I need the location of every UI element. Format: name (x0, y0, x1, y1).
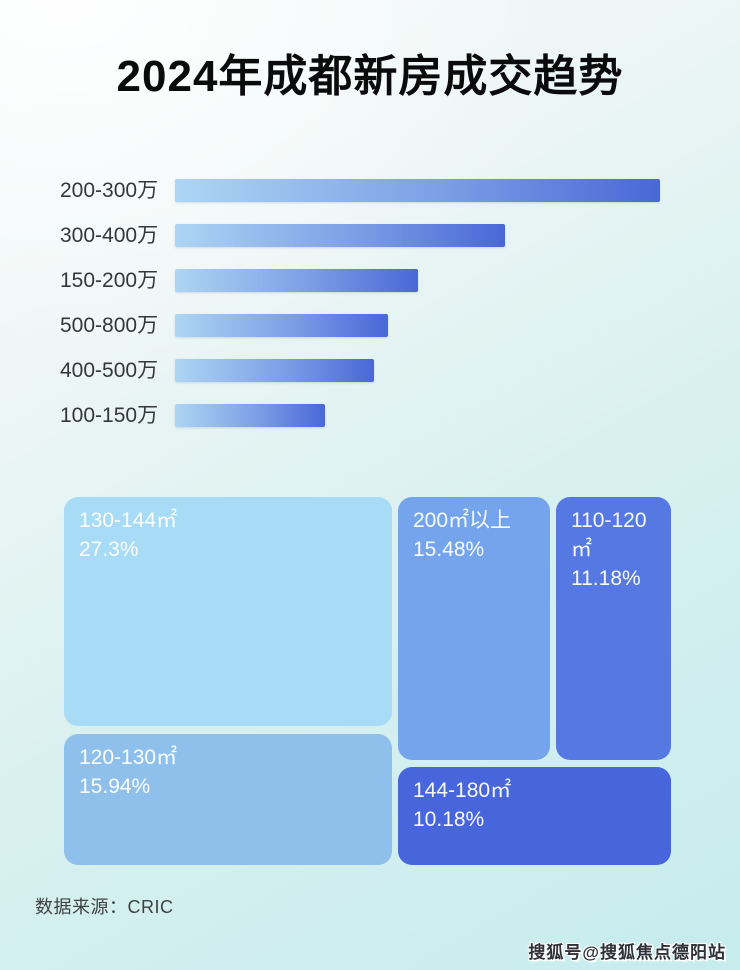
bar-category-label: 500-800万 (60, 314, 159, 337)
tile-label: 110-120㎡ (571, 509, 647, 561)
bar-row: 100-150万 (60, 404, 680, 427)
bar (175, 404, 326, 427)
tile-label: 130-144㎡ (79, 509, 178, 532)
tile-percent: 15.94% (79, 774, 151, 798)
tile-percent: 10.18% (413, 807, 485, 831)
bar (175, 359, 374, 382)
tile-label: 120-130㎡ (79, 746, 178, 769)
treemap-tile-144-180: 144-180㎡ 10.18% (398, 767, 671, 865)
price-band-bar-chart: 200-300万 300-400万 150-200万 500-800万 400-… (60, 179, 680, 449)
page-title: 2024年成都新房成交趋势 (116, 52, 624, 101)
treemap-tile-110-120: 110-120㎡ 11.18% (556, 497, 671, 760)
tile-percent: 15.48% (413, 537, 485, 561)
bar-category-label: 400-500万 (60, 359, 159, 382)
bar-category-label: 300-400万 (60, 224, 159, 247)
tile-label: 144-180㎡ (413, 779, 512, 802)
bar (175, 269, 418, 292)
bar-row: 400-500万 (60, 359, 680, 382)
tile-label: 200㎡以上 (413, 509, 512, 532)
bar (175, 314, 389, 337)
tile-percent: 11.18% (571, 566, 641, 590)
bar (175, 224, 505, 247)
sohu-watermark: 搜狐号@搜狐焦点德阳站 (528, 943, 726, 962)
bar-row: 150-200万 (60, 269, 680, 292)
bar-row: 300-400万 (60, 224, 680, 247)
bar-category-label: 150-200万 (60, 269, 159, 292)
treemap-tile-120-130: 120-130㎡ 15.94% (64, 734, 392, 865)
bar-category-label: 100-150万 (60, 404, 159, 427)
bar-row: 200-300万 (60, 179, 680, 202)
treemap-tile-130-144: 130-144㎡ 27.3% (64, 497, 392, 726)
bar-row: 500-800万 (60, 314, 680, 337)
bar (175, 179, 660, 202)
treemap-tile-200-plus: 200㎡以上 15.48% (398, 497, 550, 760)
data-source-label: 数据来源：CRIC (35, 897, 174, 917)
tile-percent: 27.3% (79, 537, 139, 561)
bar-category-label: 200-300万 (60, 179, 159, 202)
